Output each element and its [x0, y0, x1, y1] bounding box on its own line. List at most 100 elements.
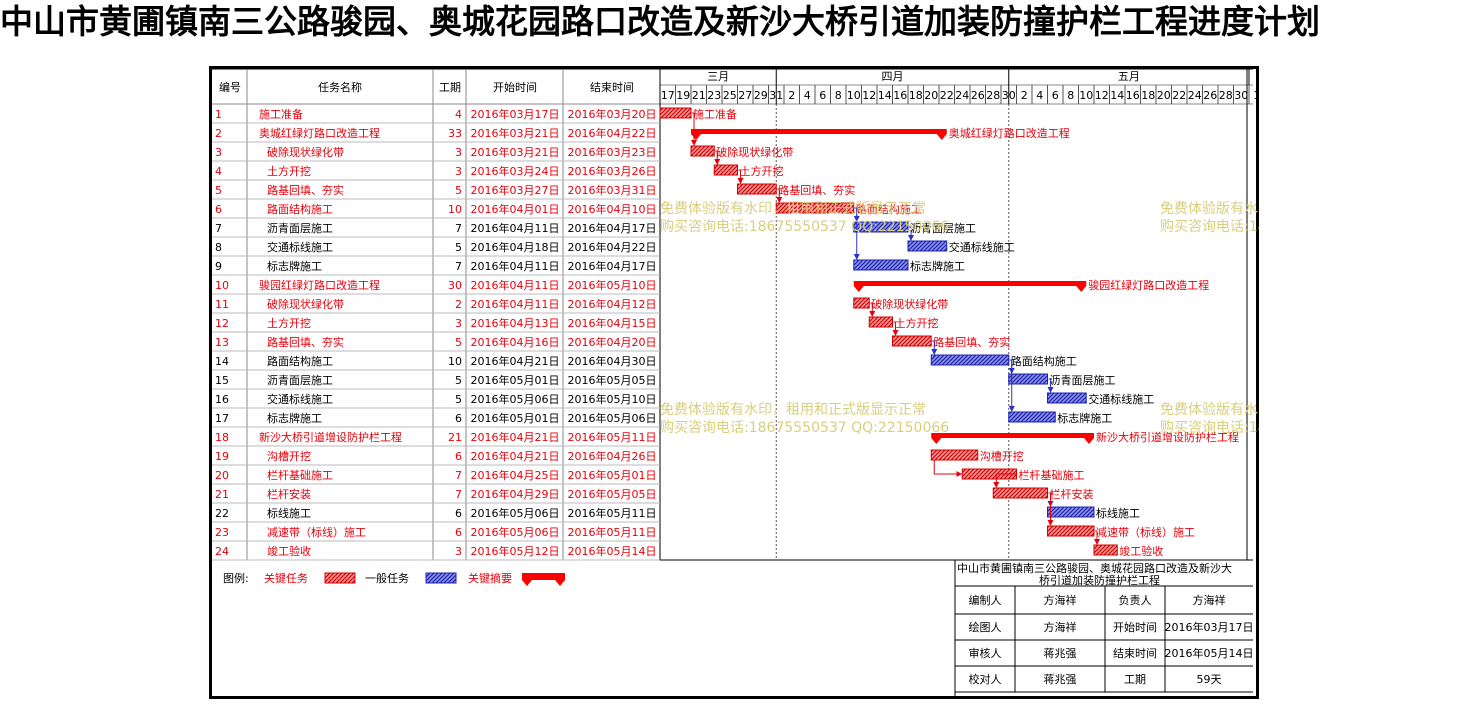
task-start: 2016年05月06日 [471, 392, 560, 406]
day-label: 2 [788, 89, 795, 102]
day-label: 14 [878, 89, 892, 102]
day-label: 30 [1234, 89, 1248, 102]
day-label: 4 [804, 89, 811, 102]
dependency-arrow [892, 321, 899, 336]
task-end: 2016年04月17日 [568, 221, 657, 235]
task-start: 2016年04月29日 [471, 487, 560, 501]
task-name: 交通标线施工 [267, 240, 333, 254]
task-start: 2016年04月21日 [471, 449, 560, 463]
legend-normal-swatch [425, 572, 457, 584]
task-duration: 33 [448, 127, 462, 140]
task-end: 2016年04月22日 [568, 240, 657, 254]
task-end: 2016年04月17日 [568, 259, 657, 273]
bar-label: 交通标线施工 [1088, 392, 1154, 406]
grid-lines [212, 68, 1253, 561]
task-name: 减速带（标线）施工 [267, 525, 366, 539]
bar-label: 路面结构施工 [856, 202, 922, 216]
dependency-arrow [1047, 492, 1054, 526]
watermark-3a: 免费体验版有水印，租用和正式版显示正常 [660, 402, 926, 418]
task-name: 标线施工 [267, 506, 311, 520]
task-end: 2016年04月30日 [568, 354, 657, 368]
task-end: 2016年03月31日 [568, 183, 657, 197]
task-duration: 10 [448, 203, 462, 216]
info-cell: 2016年05月14日 [1165, 646, 1254, 660]
task-id: 1 [215, 108, 222, 121]
dependency-arrow [1008, 359, 1015, 412]
day-label: 6 [1052, 89, 1059, 102]
info-cell: 蒋兆强 [1044, 673, 1077, 686]
day-label: 22 [940, 89, 954, 102]
task-start: 2016年05月01日 [471, 373, 560, 387]
day-label: 20 [1157, 89, 1171, 102]
task-end: 2016年05月06日 [568, 411, 657, 425]
task-name: 土方开挖 [267, 316, 311, 330]
critical-task-bar [1047, 525, 1095, 537]
task-name: 路基回填、夯实 [267, 183, 344, 197]
task-start: 2016年04月01日 [471, 202, 560, 216]
info-project-title-1: 中山市黄圃镇南三公路骏园、奥城花园路口改造及新沙大 [957, 561, 1232, 575]
task-duration: 7 [455, 469, 462, 482]
day-label: 28 [986, 89, 1000, 102]
dependency-arrow [737, 169, 744, 184]
task-end: 2016年04月20日 [568, 335, 657, 349]
bar-label: 新沙大桥引道增设防护栏工程 [1096, 430, 1239, 444]
task-end: 2016年05月14日 [568, 544, 657, 558]
header-duration: 工期 [439, 81, 461, 94]
task-id: 12 [215, 317, 229, 330]
day-label: 1 [1253, 89, 1259, 102]
month-label: 五月 [1118, 70, 1140, 83]
legend-critical-swatch [324, 572, 356, 584]
task-start: 2016年04月11日 [471, 297, 560, 311]
bar-label: 沥青面层施工 [910, 222, 976, 235]
legend-critical-label: 关键任务 [264, 571, 308, 585]
task-id: 11 [215, 298, 229, 311]
task-duration: 6 [455, 412, 462, 425]
task-name: 沥青面层施工 [267, 222, 333, 235]
normal-task-bar [853, 259, 909, 271]
day-label: 16 [893, 89, 907, 102]
task-duration: 2 [455, 298, 462, 311]
task-id: 5 [215, 184, 222, 197]
normal-task-bar [1047, 392, 1087, 404]
month-label: 四月 [882, 70, 904, 83]
task-duration: 3 [455, 317, 462, 330]
bar-label: 标志牌施工 [1057, 411, 1112, 425]
task-start: 2016年03月27日 [471, 183, 560, 197]
normal-task-bar [1008, 373, 1048, 385]
day-label: 2 [1021, 89, 1028, 102]
task-table: 1 施工准备 4 2016年03月17日 2016年03月20日 2 奥城红绿灯路口改造工程… [215, 107, 657, 558]
day-label: 8 [835, 89, 842, 102]
task-name: 骏园红绿灯路口改造工程 [259, 278, 380, 292]
day-label: 10 [1079, 89, 1093, 102]
task-name: 破除现状绿化带 [267, 145, 344, 159]
task-id: 10 [215, 279, 229, 292]
day-label: 30 [1002, 89, 1016, 102]
legend-summary-label: 关键摘要 [468, 571, 512, 585]
task-start: 2016年04月21日 [471, 354, 560, 368]
day-label: 18 [909, 89, 923, 102]
task-id: 8 [215, 241, 222, 254]
task-duration: 7 [455, 488, 462, 501]
month-dividers [775, 104, 1010, 560]
task-start: 2016年04月25日 [471, 468, 560, 482]
watermarks: 免费体验版有水印，租用和正式版显示正常 购买咨询电话:18675550537 Q… [660, 201, 1259, 436]
watermark-1b: 购买咨询电话:18675550537 QQ:22150066 [660, 219, 949, 235]
task-id: 14 [215, 355, 229, 368]
task-name: 奥城红绿灯路口改造工程 [259, 126, 380, 140]
bar-label: 栏杆基础施工 [1019, 468, 1085, 482]
task-name: 土方开挖 [267, 164, 311, 178]
dependency-arrow [776, 188, 783, 203]
task-end: 2016年05月05日 [568, 487, 657, 501]
watermark-4b: 购买咨询电话:18675550537 QQ:22150066 [1160, 420, 1259, 436]
task-end: 2016年04月22日 [568, 126, 657, 140]
task-id: 18 [215, 431, 229, 444]
info-cell: 开始时间 [1113, 620, 1157, 634]
task-id: 3 [215, 146, 222, 159]
task-duration: 4 [455, 108, 462, 121]
task-end: 2016年05月11日 [568, 430, 657, 444]
task-end: 2016年04月10日 [568, 202, 657, 216]
info-cell: 校对人 [969, 672, 1002, 686]
day-label: 16 [1126, 89, 1140, 102]
task-name: 标志牌施工 [267, 411, 322, 425]
